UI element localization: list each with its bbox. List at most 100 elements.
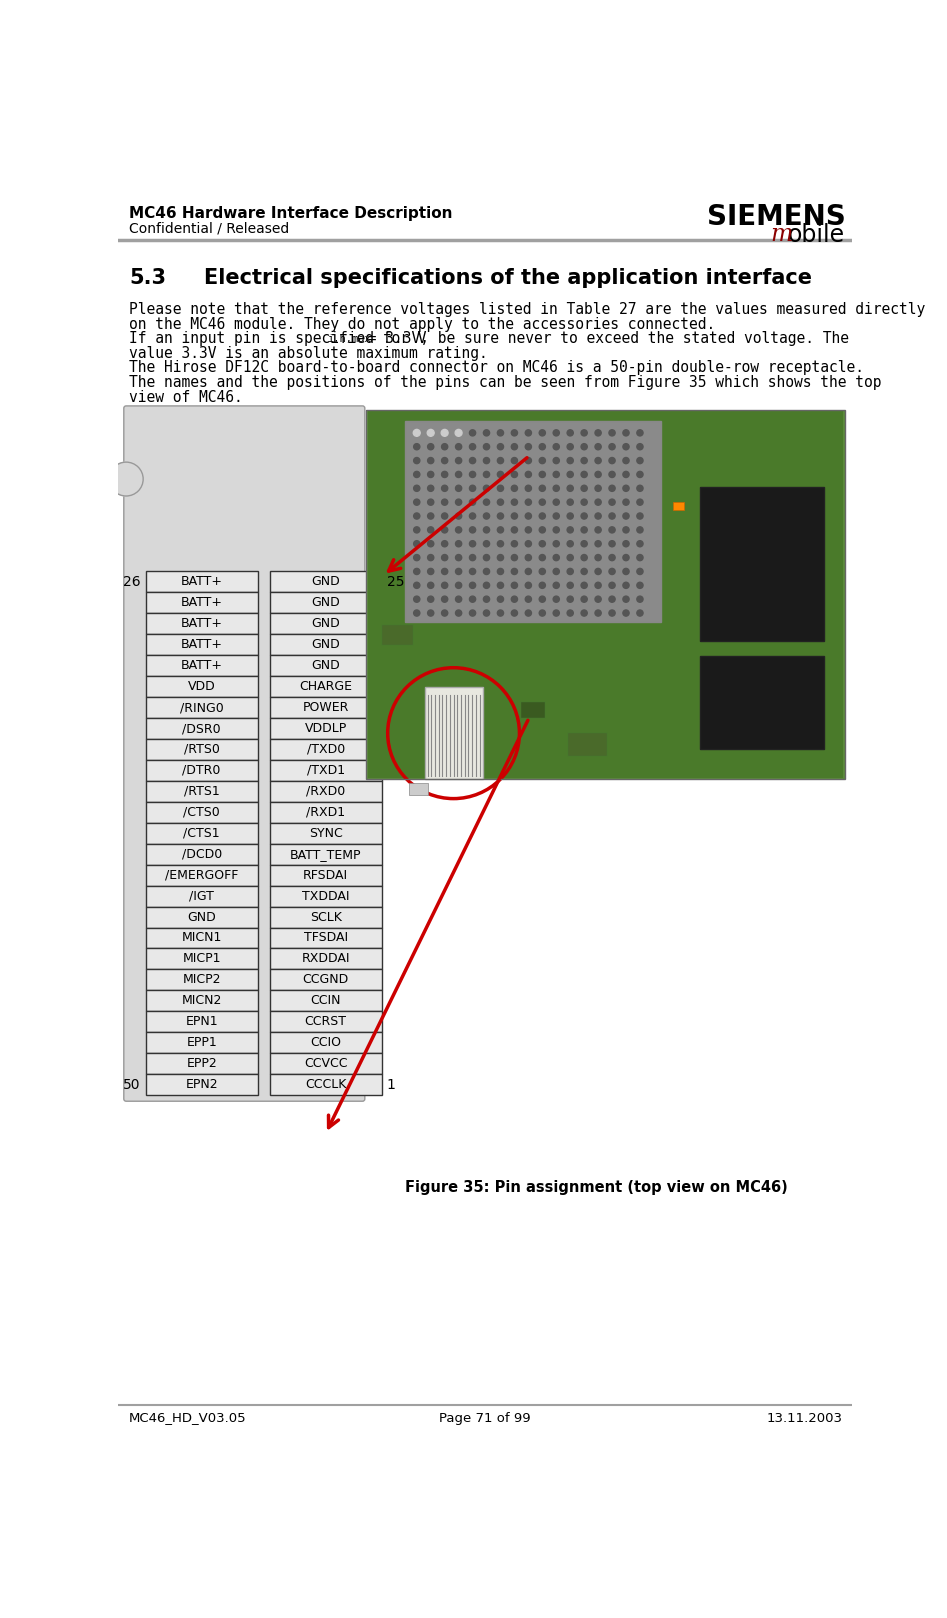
Circle shape [553,527,560,532]
Circle shape [636,430,643,435]
Bar [270,864,382,885]
Bar [366,409,845,780]
Circle shape [581,610,587,616]
Circle shape [553,582,560,589]
Circle shape [567,595,573,602]
Bar [146,781,258,803]
Text: 13.11.2003: 13.11.2003 [767,1411,843,1424]
Bar [270,718,382,739]
Circle shape [428,610,434,616]
Circle shape [511,513,517,519]
Bar [270,571,382,592]
Bar [146,803,258,824]
Circle shape [567,458,573,464]
Text: RFSDAI: RFSDAI [303,869,348,882]
Circle shape [497,471,504,477]
Circle shape [414,498,420,505]
Circle shape [470,568,475,574]
Text: VDD: VDD [188,680,216,693]
Text: /DSR0: /DSR0 [183,722,221,735]
Circle shape [581,540,587,547]
Text: m: m [770,223,793,246]
Circle shape [581,430,587,435]
Bar [568,733,607,756]
Bar [405,421,661,621]
Circle shape [595,443,601,450]
Text: /RTS1: /RTS1 [184,785,220,798]
Circle shape [553,540,560,547]
Circle shape [636,513,643,519]
Text: EPN1: EPN1 [186,1014,218,1029]
Circle shape [609,485,616,492]
Circle shape [609,527,616,532]
Circle shape [511,498,517,505]
Text: GND: GND [312,637,340,652]
Text: 26: 26 [123,574,141,589]
Bar [270,803,382,824]
Circle shape [636,471,643,477]
Circle shape [609,610,616,616]
Circle shape [581,471,587,477]
Text: MICP1: MICP1 [183,953,221,966]
Circle shape [483,595,490,602]
Bar [424,688,483,780]
Bar [382,626,413,644]
Text: 25: 25 [386,574,404,589]
Circle shape [567,513,573,519]
Text: 50: 50 [123,1078,141,1092]
Circle shape [526,595,531,602]
Circle shape [483,498,490,505]
Circle shape [623,443,629,450]
Circle shape [511,610,517,616]
Circle shape [414,595,420,602]
Text: SIEMENS: SIEMENS [706,204,846,231]
Circle shape [567,430,573,435]
Text: TFSDAI: TFSDAI [304,932,348,945]
Bar [270,1011,382,1032]
Circle shape [456,582,462,589]
Bar [146,718,258,739]
Circle shape [553,471,560,477]
Text: GND: GND [312,597,340,610]
Circle shape [609,555,616,561]
Bar [146,1074,258,1095]
Circle shape [581,443,587,450]
Circle shape [441,527,448,532]
Bar [146,864,258,885]
Bar [270,697,382,718]
Circle shape [441,458,448,464]
Circle shape [483,471,490,477]
Circle shape [526,471,531,477]
Text: Electrical specifications of the application interface: Electrical specifications of the applica… [204,269,812,288]
Text: CHARGE: CHARGE [299,680,352,693]
Circle shape [511,582,517,589]
Circle shape [526,582,531,589]
Circle shape [526,555,531,561]
Circle shape [497,582,504,589]
Circle shape [456,568,462,574]
Circle shape [636,540,643,547]
Circle shape [636,485,643,492]
Circle shape [636,527,643,532]
Bar [146,1053,258,1074]
Circle shape [553,485,560,492]
Circle shape [428,471,434,477]
Circle shape [511,555,517,561]
Circle shape [428,430,434,435]
Circle shape [526,540,531,547]
Circle shape [428,568,434,574]
Text: Page 71 of 99: Page 71 of 99 [439,1411,530,1424]
Circle shape [414,582,420,589]
Circle shape [414,485,420,492]
Circle shape [636,595,643,602]
Circle shape [441,430,448,435]
Circle shape [609,498,616,505]
Circle shape [553,555,560,561]
Circle shape [567,471,573,477]
Text: BATT+: BATT+ [181,597,223,610]
Text: GND: GND [312,659,340,671]
Text: MC46_HD_V03.05: MC46_HD_V03.05 [129,1411,247,1424]
Circle shape [456,458,462,464]
Circle shape [441,595,448,602]
Circle shape [441,555,448,561]
